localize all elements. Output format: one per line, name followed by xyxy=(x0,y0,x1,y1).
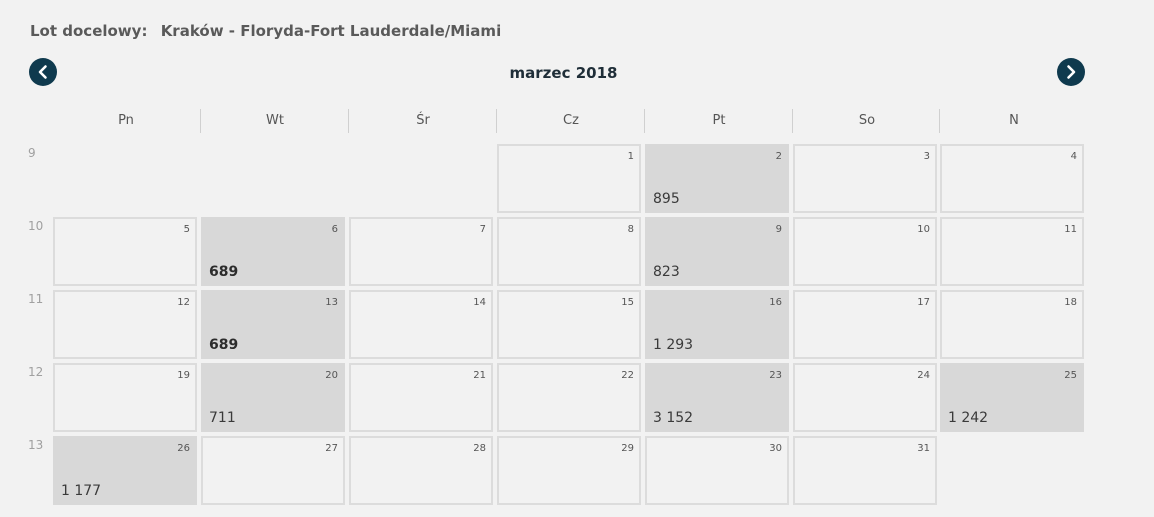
day-price: 711 xyxy=(209,410,236,426)
day-cell[interactable]: 20 711 xyxy=(201,363,345,432)
day-cell[interactable]: 15 xyxy=(497,290,641,359)
day-cell[interactable]: 1 xyxy=(497,144,641,213)
weekday-n: N xyxy=(939,109,1088,133)
day-cell[interactable]: 9 823 xyxy=(645,217,789,286)
day-number: 1 xyxy=(627,151,634,162)
day-number: 16 xyxy=(769,297,782,308)
chevron-left-icon xyxy=(38,65,47,79)
day-cell[interactable]: 27 xyxy=(201,436,345,505)
day-number: 31 xyxy=(917,443,930,454)
day-number: 24 xyxy=(917,370,930,381)
day-number: 29 xyxy=(621,443,634,454)
weekday-header: Pn Wt Śr Cz Pt So N xyxy=(52,109,1085,133)
day-cell[interactable]: 17 xyxy=(793,290,937,359)
day-number: 26 xyxy=(177,443,190,454)
day-cell[interactable]: 3 xyxy=(793,144,937,213)
week-number: 11 xyxy=(28,292,44,306)
day-cell[interactable]: 8 xyxy=(497,217,641,286)
day-cell[interactable]: 13 689 xyxy=(201,290,345,359)
next-month-button[interactable] xyxy=(1057,58,1085,86)
day-cell[interactable]: 30 xyxy=(645,436,789,505)
day-number: 6 xyxy=(331,224,338,235)
day-cell[interactable]: 29 xyxy=(497,436,641,505)
day-cell[interactable]: 31 xyxy=(793,436,937,505)
day-cell[interactable]: 22 xyxy=(497,363,641,432)
chevron-right-icon xyxy=(1067,65,1076,79)
day-cell[interactable]: 26 1 177 xyxy=(53,436,197,505)
day-number: 13 xyxy=(325,297,338,308)
day-cell[interactable]: 5 xyxy=(53,217,197,286)
day-cell[interactable]: 14 xyxy=(349,290,493,359)
weekday-cz: Cz xyxy=(496,109,645,133)
month-title: marzec 2018 xyxy=(509,64,618,82)
day-cell[interactable]: 2 895 xyxy=(645,144,789,213)
day-number: 7 xyxy=(479,224,486,235)
day-cell[interactable]: 6 689 xyxy=(201,217,345,286)
day-number: 14 xyxy=(473,297,486,308)
weekday-wt: Wt xyxy=(200,109,349,133)
week-number: 13 xyxy=(28,438,44,452)
day-number: 22 xyxy=(621,370,634,381)
day-cell[interactable]: 18 xyxy=(940,290,1084,359)
day-price: 895 xyxy=(653,191,680,207)
prev-month-button[interactable] xyxy=(29,58,57,86)
day-number: 17 xyxy=(917,297,930,308)
day-price: 689 xyxy=(209,337,239,353)
day-cell[interactable]: 25 1 242 xyxy=(940,363,1084,432)
day-number: 18 xyxy=(1064,297,1077,308)
day-number: 10 xyxy=(917,224,930,235)
week-number: 9 xyxy=(28,146,36,160)
day-number: 28 xyxy=(473,443,486,454)
route-label: Lot docelowy: xyxy=(30,22,148,40)
day-cell[interactable]: 28 xyxy=(349,436,493,505)
day-number: 11 xyxy=(1064,224,1077,235)
day-cell[interactable]: 23 3 152 xyxy=(645,363,789,432)
route-value: Kraków - Floryda-Fort Lauderdale/Miami xyxy=(160,22,502,40)
day-cell[interactable]: 19 xyxy=(53,363,197,432)
day-price: 3 152 xyxy=(653,410,694,426)
day-number: 25 xyxy=(1064,370,1077,381)
weekday-pn: Pn xyxy=(118,113,134,128)
day-cell[interactable]: 4 xyxy=(940,144,1084,213)
route-title: Lot docelowy: Kraków - Floryda-Fort Laud… xyxy=(30,22,501,40)
week-number: 12 xyxy=(28,365,44,379)
day-price: 1 293 xyxy=(653,337,694,353)
day-cell[interactable]: 11 xyxy=(940,217,1084,286)
day-number: 23 xyxy=(769,370,782,381)
day-number: 3 xyxy=(923,151,930,162)
day-price: 823 xyxy=(653,264,680,280)
day-number: 4 xyxy=(1070,151,1077,162)
day-cell[interactable]: 10 xyxy=(793,217,937,286)
weekday-so: So xyxy=(792,109,941,133)
weekday-pt: Pt xyxy=(644,109,793,133)
day-number: 2 xyxy=(775,151,782,162)
day-number: 5 xyxy=(183,224,190,235)
day-number: 8 xyxy=(627,224,634,235)
day-price: 1 177 xyxy=(61,483,102,499)
day-price: 689 xyxy=(209,264,239,280)
day-number: 15 xyxy=(621,297,634,308)
week-number: 10 xyxy=(28,219,44,233)
day-cell[interactable]: 12 xyxy=(53,290,197,359)
day-number: 19 xyxy=(177,370,190,381)
day-cell[interactable]: 16 1 293 xyxy=(645,290,789,359)
day-number: 9 xyxy=(775,224,782,235)
weekday-śr: Śr xyxy=(348,109,497,133)
day-cell[interactable]: 7 xyxy=(349,217,493,286)
day-cell[interactable]: 21 xyxy=(349,363,493,432)
day-number: 21 xyxy=(473,370,486,381)
day-cell[interactable]: 24 xyxy=(793,363,937,432)
day-price: 1 242 xyxy=(948,410,989,426)
day-number: 12 xyxy=(177,297,190,308)
day-number: 30 xyxy=(769,443,782,454)
day-number: 27 xyxy=(325,443,338,454)
day-number: 20 xyxy=(325,370,338,381)
